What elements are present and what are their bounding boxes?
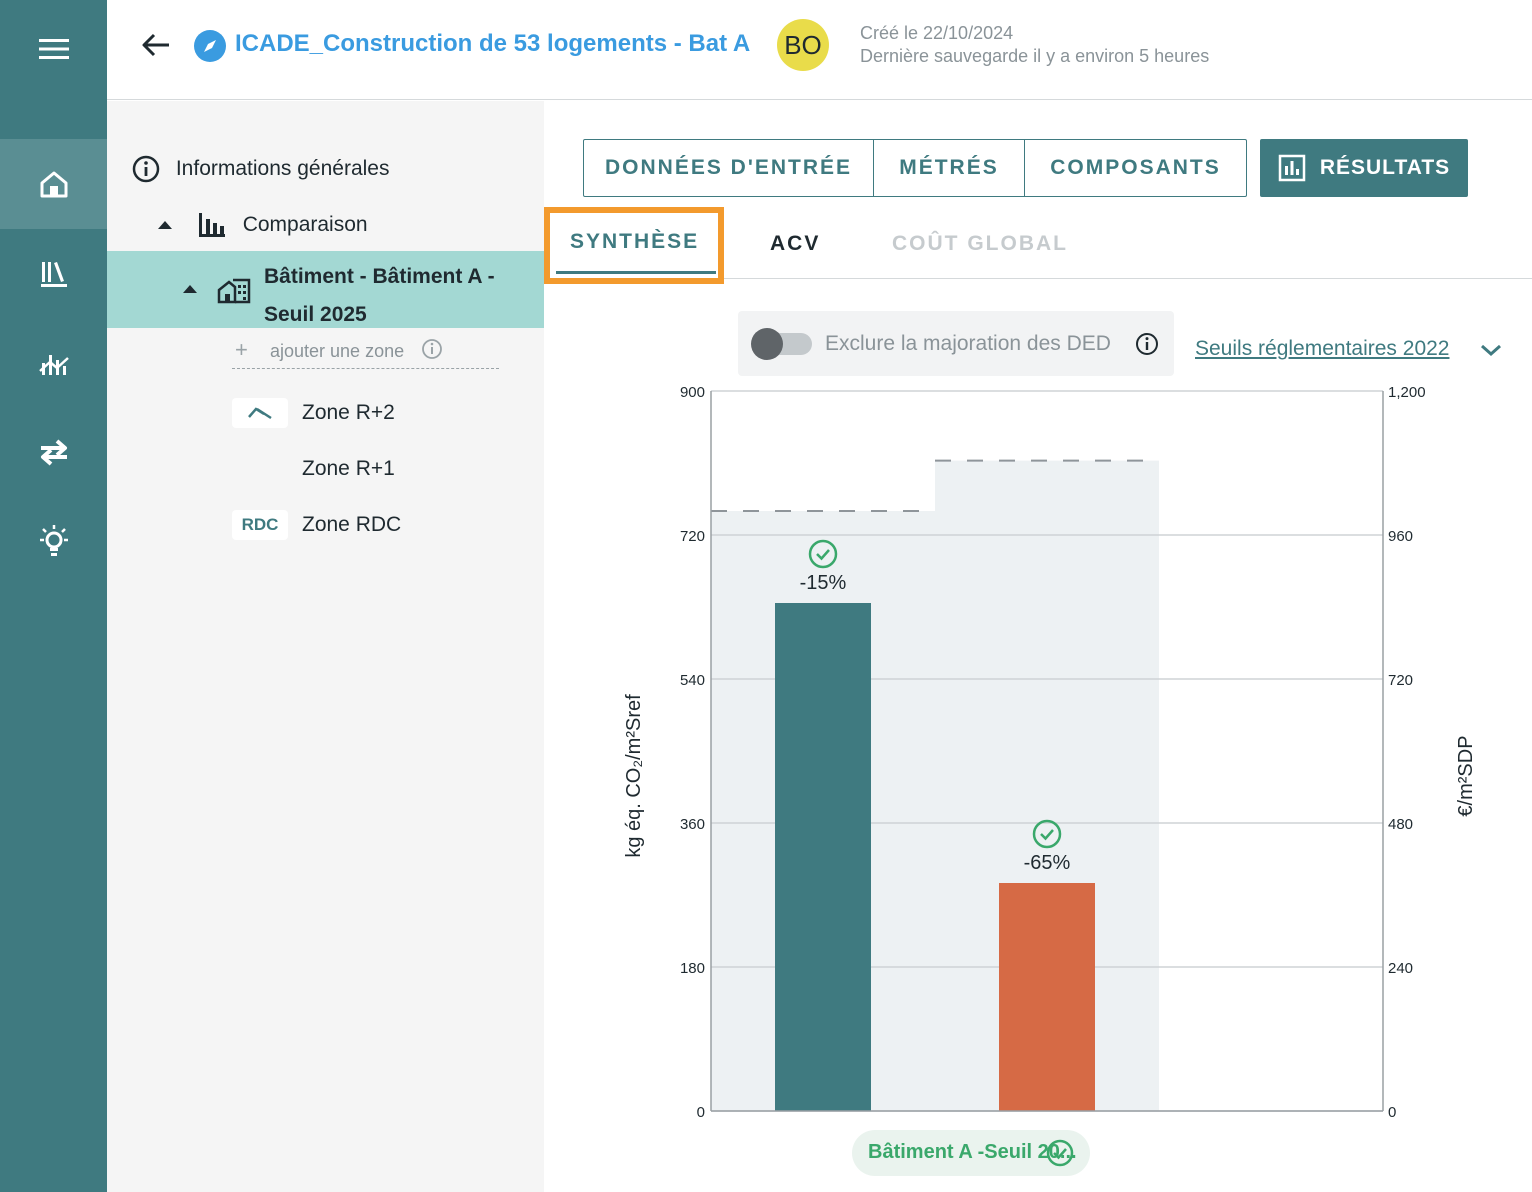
home-icon (40, 171, 67, 198)
tab-metres[interactable]: MÉTRÉS (874, 140, 1025, 196)
active-tab-indicator (556, 271, 716, 274)
caret-up-icon[interactable] (157, 219, 173, 231)
swap-icon (40, 439, 67, 466)
tree-comparison-label: Comparaison (242, 213, 368, 236)
check-circle-icon (1046, 1139, 1074, 1167)
menu-icon (38, 39, 69, 59)
selected-building-label: Bâtiment - Bâtiment A - Seuil 2025 (264, 265, 495, 326)
zone-label: Zone R+2 (302, 401, 395, 424)
lightbulb-icon (39, 525, 68, 556)
tab-results-label: RÉSULTATS (1319, 156, 1451, 179)
zone-badge: RDC (232, 510, 288, 540)
project-tree: Informations générales Comparaison Bâtim… (107, 101, 544, 1192)
zone-item[interactable]: Zone R+1 (232, 454, 532, 488)
bar-chart-icon (198, 213, 225, 237)
chevron-down-icon[interactable] (1480, 343, 1502, 357)
ded-toggle-label: Exclure la majoration des DED (825, 332, 1111, 355)
tree-comparison[interactable]: Comparaison (157, 211, 368, 239)
rail-analytics[interactable] (0, 318, 107, 408)
info-icon[interactable] (1135, 332, 1159, 356)
left-rail (0, 0, 107, 1192)
subtab-cout-global: COÛT GLOBAL (892, 232, 1068, 255)
user-avatar[interactable]: BO (777, 19, 829, 71)
zone-label: Zone R+1 (302, 457, 395, 480)
threshold-select[interactable]: Seuils réglementaires 2022 (1195, 337, 1449, 361)
subtab-acv[interactable]: ACV (770, 232, 821, 255)
subtab-synthese[interactable]: SYNTHÈSE (570, 230, 700, 253)
app-header: ICADE_Construction de 53 logements - Bat… (107, 0, 1532, 100)
threshold-select-label: Seuils réglementaires 2022 (1195, 337, 1450, 360)
caret-up-icon[interactable] (182, 283, 198, 295)
x-category-chip[interactable]: Bâtiment A -Seuil 20... (852, 1130, 1090, 1176)
plus-icon: + (235, 337, 248, 362)
last-saved: Dernière sauvegarde il y a environ 5 heu… (860, 46, 1210, 66)
tree-general-info-label: Informations générales (175, 157, 390, 180)
zone-item[interactable]: Zone R+2 (232, 398, 532, 432)
roof-icon (232, 398, 288, 428)
zone-label: Zone RDC (302, 513, 402, 536)
building-icon (217, 278, 251, 304)
report-chart-icon (1278, 154, 1306, 182)
main-content: DONNÉES D'ENTRÉE MÉTRÉS COMPOSANTS RÉSUL… (544, 101, 1532, 1192)
project-meta: Créé le 22/10/2024 Dernière sauvegarde i… (860, 22, 1209, 68)
main-tabs: DONNÉES D'ENTRÉE MÉTRÉS COMPOSANTS (583, 139, 1247, 197)
ded-toggle-knob[interactable] (751, 328, 783, 360)
project-title[interactable]: ICADE_Construction de 53 logements - Bat… (235, 30, 751, 57)
back-arrow-icon[interactable] (139, 28, 173, 62)
library-icon (40, 262, 67, 287)
tab-results[interactable]: RÉSULTATS (1260, 139, 1468, 197)
sub-tabs: SYNTHÈSE ACV COÛT GLOBAL (544, 207, 1532, 284)
add-zone-link[interactable]: + ajouter une zone (232, 337, 499, 369)
compass-icon (194, 30, 226, 62)
created-date: Créé le 22/10/2024 (860, 23, 1014, 43)
analytics-icon (38, 355, 69, 375)
rail-swap[interactable] (0, 407, 107, 497)
add-zone-label: ajouter une zone (270, 341, 405, 361)
rail-home[interactable] (0, 139, 107, 229)
rail-ideas[interactable] (0, 497, 107, 587)
tree-selected-building[interactable]: Bâtiment - Bâtiment A - Seuil 2025 (107, 251, 544, 328)
tab-components[interactable]: COMPOSANTS (1050, 156, 1221, 179)
info-icon (132, 155, 160, 183)
ded-toggle-row: Exclure la majoration des DED (738, 311, 1174, 376)
x-category-label: Bâtiment A -Seuil 20... (868, 1141, 1077, 1163)
menu-button[interactable] (0, 4, 107, 94)
tab-input-data[interactable]: DONNÉES D'ENTRÉE (584, 140, 874, 196)
rail-library[interactable] (0, 228, 107, 318)
zone-item[interactable]: RDC Zone RDC (232, 510, 532, 544)
tree-general-info[interactable]: Informations générales (132, 155, 389, 183)
info-icon[interactable] (421, 338, 443, 360)
